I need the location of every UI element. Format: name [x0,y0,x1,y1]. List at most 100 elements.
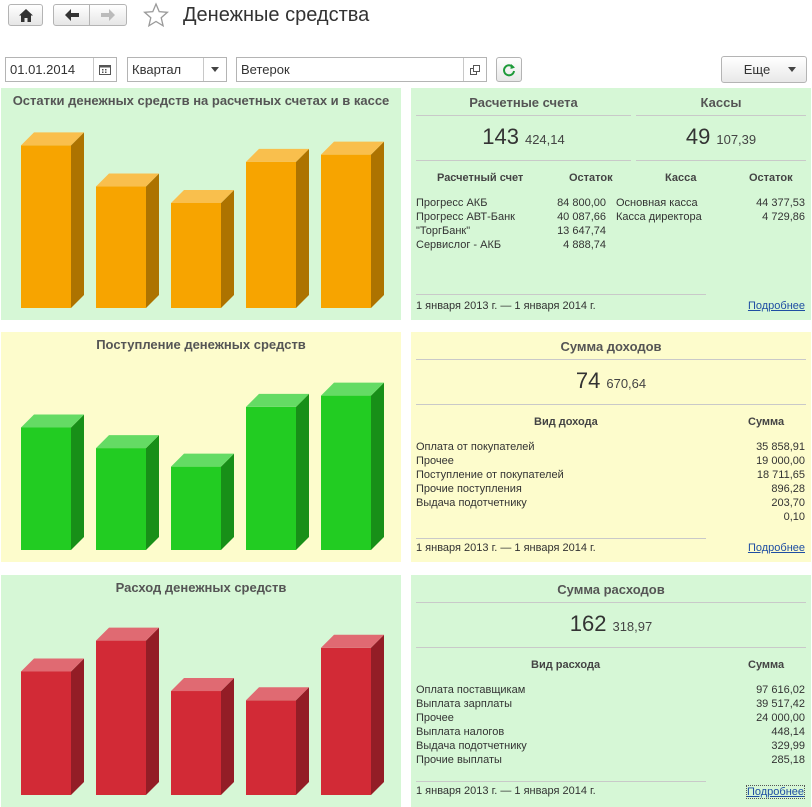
period-select[interactable]: Квартал [127,57,227,82]
forward-button[interactable] [89,4,127,26]
bar-front [171,691,221,795]
cash-balance-info-panel: Расчетные счета Кассы 143 424,14 49 107,39… [411,88,811,320]
expense-bar-chart [21,627,384,795]
account-name: Сервислог - АКБ [416,239,502,251]
bar [171,453,234,550]
calendar-icon [99,65,111,75]
period-dropdown-button[interactable] [203,58,226,81]
bar-top [321,634,384,648]
bar-side [371,141,384,308]
period-label: 1 января 2013 г. — 1 января 2014 г. [416,542,596,554]
expense-chart-panel: Расход денежных средств [1,575,401,807]
bar-side [371,634,384,795]
calendar-button[interactable] [93,58,116,81]
divider [416,160,631,161]
bar-side [296,687,309,795]
cash-name: Касса директора [616,211,702,223]
cash-balance: 44 377,53 [756,197,805,209]
home-icon [18,8,33,22]
bar-top [171,453,234,467]
cash-col-balance: Остаток [749,172,793,184]
cash-balance: 4 729,86 [762,211,805,223]
account-balance: 13 647,74 [557,225,606,237]
bar-front [21,427,71,550]
bar [21,414,84,550]
expense-col-type: Вид расхода [531,659,601,671]
bar-top [321,141,384,155]
organization-value: Ветерок [241,62,290,77]
income-total-integer: 74 [575,368,601,393]
favorite-star-button[interactable] [143,2,169,28]
divider [416,647,806,648]
bar [321,141,384,308]
income-type: Прочее [416,455,454,467]
details-link[interactable]: Подробнее [747,542,805,554]
bar-front [321,647,371,795]
bar-front [246,406,296,550]
bar-front [96,448,146,550]
arrow-left-icon [64,9,79,21]
bar-side [296,148,309,308]
cash-total-fraction: 107,39 [716,132,757,147]
bar-side [71,414,84,550]
date-field[interactable]: 01.01.2014 [5,57,117,82]
bar-side [146,173,159,308]
bar-side [221,678,234,795]
chevron-down-icon [788,67,796,72]
expense-header: Сумма расходов [557,582,665,597]
account-balance: 40 087,66 [557,211,606,223]
income-col-amount: Сумма [748,416,785,428]
bar-top [246,687,309,701]
expense-type: Оплата поставщикам [416,684,526,696]
expense-amount: 24 000,00 [756,712,805,724]
cash-header: Кассы [700,95,742,110]
chart-title: Остатки денежных средств на расчетных сч… [12,93,390,108]
details-link[interactable]: Подробнее [745,785,805,799]
more-button[interactable]: Еще [721,56,807,83]
cash-balance-chart-panel: Остатки денежных средств на расчетных сч… [1,88,401,320]
period-label: 1 января 2013 г. — 1 января 2014 г. [416,300,596,312]
bar [21,658,84,795]
details-link[interactable]: Подробнее [747,300,805,312]
bar-top [96,627,159,641]
bar [171,678,234,795]
bar-front [321,395,371,550]
divider [636,115,806,116]
bar-side [146,627,159,795]
bar-side [71,132,84,308]
expense-type: Выплата зарплаты [416,698,513,710]
cash-total-integer: 49 [685,124,711,149]
bar-front [96,640,146,795]
organization-field[interactable]: Ветерок [236,57,487,82]
bar-front [246,700,296,795]
accounts-col-balance: Остаток [569,172,613,184]
account-name: "ТоргБанк" [416,225,471,237]
bar [246,393,309,550]
home-button[interactable] [8,4,43,26]
expense-amount: 39 517,42 [756,698,805,710]
accounts-total-integer: 143 [482,124,519,149]
bar [246,148,309,308]
accounts-col-name: Расчетный счет [437,172,524,184]
income-col-type: Вид дохода [534,416,598,428]
open-organization-button[interactable] [463,58,486,81]
back-button[interactable] [53,4,90,26]
bar-side [71,658,84,795]
bar-top [21,414,84,428]
bar-top [321,382,384,396]
arrow-right-icon [101,9,115,21]
refresh-button[interactable] [496,57,522,82]
bar [246,687,309,795]
income-amount: 203,70 [771,497,805,509]
bar-top [21,132,84,146]
chevron-down-icon [211,67,219,72]
income-header: Сумма доходов [560,339,662,354]
divider [416,404,806,405]
expense-info-panel: Сумма расходов 162 318,97 Вид расхода Сум… [411,575,811,807]
divider [416,538,706,539]
income-amount: 19 000,00 [756,455,805,467]
page-title: Денежные средства [183,4,370,26]
bar-top [96,173,159,187]
expense-type: Прочее [416,712,454,724]
bar-side [221,453,234,550]
